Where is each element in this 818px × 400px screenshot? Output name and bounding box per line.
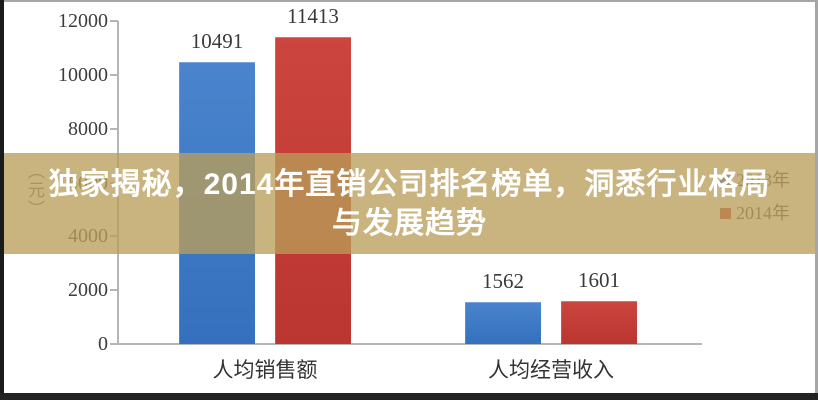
y-tick-mark	[110, 289, 118, 291]
x-axis-line	[110, 343, 702, 345]
bar-value-label: 10491	[190, 29, 244, 53]
y-tick-label: 10000	[58, 64, 108, 86]
frame-border-right	[815, 0, 818, 400]
banner-title-line1: 独家揭秘，2014年直销公司排名榜单，洞悉行业格局	[48, 167, 771, 201]
bar-value-label: 11413	[287, 4, 339, 28]
title-banner: 独家揭秘，2014年直销公司排名榜单，洞悉行业格局 与发展趋势	[4, 153, 815, 254]
y-tick-mark	[110, 128, 118, 130]
y-tick-mark	[110, 20, 118, 22]
y-tick-mark	[110, 74, 118, 76]
y-tick-label: 2000	[68, 279, 108, 301]
bar-2014年-人均经营收入	[561, 301, 637, 344]
y-tick-label: 8000	[68, 118, 108, 140]
frame-border-bottom	[0, 393, 818, 400]
x-category-label: 人均经营收入	[488, 358, 614, 382]
frame-border-left	[0, 0, 4, 400]
bar-value-label: 1562	[482, 269, 524, 293]
bar-value-label: 1601	[578, 268, 620, 292]
bar-2013年-人均经营收入	[465, 302, 541, 344]
y-tick-label: 0	[98, 333, 108, 355]
title-banner-background	[4, 153, 815, 254]
y-tick-label: 12000	[58, 10, 108, 32]
frame-border-top	[0, 0, 818, 2]
y-tick-mark	[110, 343, 118, 345]
banner-title-line2: 与发展趋势	[332, 206, 487, 240]
x-category-label: 人均销售额	[212, 358, 318, 382]
